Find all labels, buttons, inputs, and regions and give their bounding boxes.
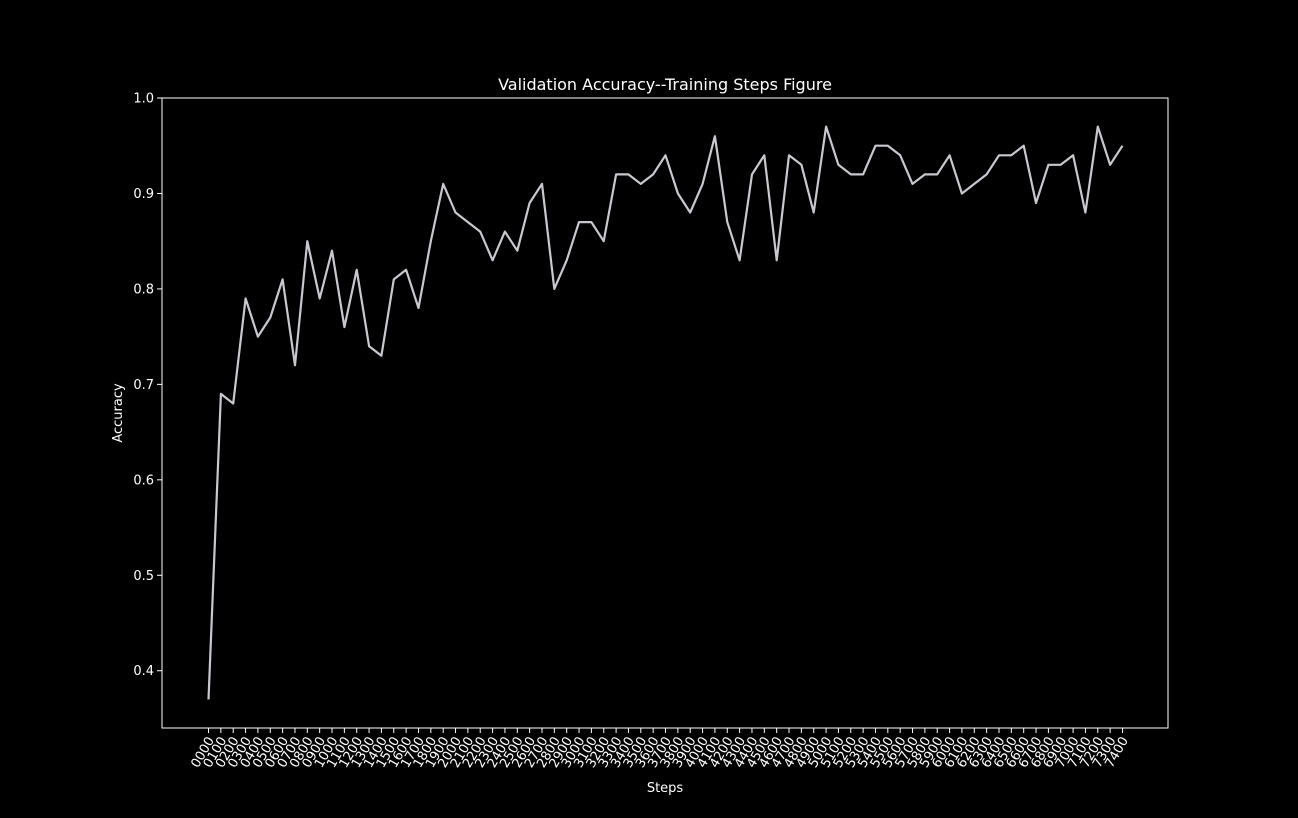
y-tick-label: 0.5 [133,569,154,584]
y-axis-ticks: 0.4 0.5 0.6 0.7 0.8 0.9 1.0 [133,92,162,679]
y-tick-label: 0.9 [133,187,154,202]
plot-area [161,97,1169,729]
y-tick-label: 1.0 [133,92,154,107]
y-axis-label: Accuracy [111,383,126,443]
x-axis-ticks: 0000010002000300040005000600070008000900… [188,728,1132,771]
accuracy-line [207,125,1124,700]
y-tick-label: 0.4 [133,664,154,679]
chart-title: Validation Accuracy--Training Steps Figu… [498,75,832,94]
x-axis-label: Steps [647,781,684,796]
y-tick-label: 0.7 [133,378,154,393]
y-tick-label: 0.8 [133,282,154,297]
y-tick-label: 0.6 [133,473,154,488]
